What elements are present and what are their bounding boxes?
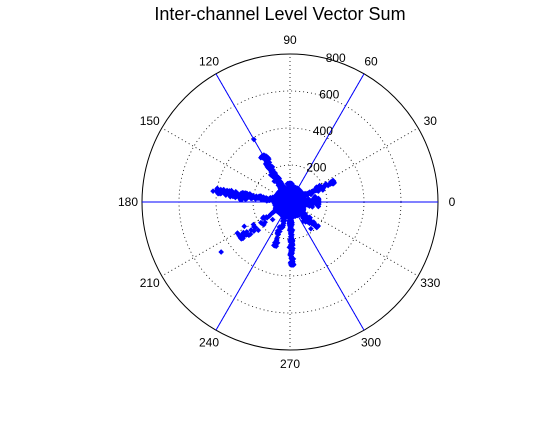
data-point xyxy=(306,216,313,223)
data-point xyxy=(288,253,295,260)
data-point xyxy=(234,230,241,236)
data-point xyxy=(253,193,260,200)
data-point xyxy=(306,203,313,209)
data-point xyxy=(281,216,288,223)
data-point xyxy=(288,228,295,235)
data-point xyxy=(308,189,314,196)
data-point xyxy=(277,178,284,185)
reference-line xyxy=(289,201,365,331)
chart-title: Inter-channel Level Vector Sum xyxy=(154,4,406,24)
data-point xyxy=(313,224,320,231)
data-point xyxy=(292,204,299,211)
angle-tick-label: 0 xyxy=(449,195,456,209)
angular-grid-spoke xyxy=(289,201,419,277)
labels-layer: 0 30 60 90 120 150 180 210 240 270 300 330 200 400 600… xyxy=(118,33,456,371)
data-point xyxy=(247,192,254,199)
data-point xyxy=(289,247,296,254)
data-point xyxy=(287,185,294,191)
data-point xyxy=(300,215,307,222)
data-point xyxy=(210,188,216,195)
radius-tick-label: 400 xyxy=(313,124,333,138)
data-point xyxy=(247,231,254,238)
angle-tick-label: 180 xyxy=(118,195,138,209)
data-point xyxy=(289,258,296,265)
reference-line xyxy=(289,73,365,203)
data-point xyxy=(214,186,221,193)
points-layer xyxy=(210,136,338,268)
data-point xyxy=(251,224,257,230)
data-point xyxy=(288,235,295,242)
data-point xyxy=(272,242,279,249)
data-point xyxy=(264,160,271,166)
data-point xyxy=(229,193,236,200)
data-point xyxy=(273,207,280,214)
data-point xyxy=(282,191,289,198)
data-point xyxy=(241,192,247,199)
data-point xyxy=(269,216,276,223)
data-point xyxy=(239,231,245,238)
data-point xyxy=(293,195,300,202)
radius-tick-label: 200 xyxy=(306,161,326,175)
data-point xyxy=(248,227,254,233)
angle-tick-label: 330 xyxy=(420,276,440,290)
data-point xyxy=(218,249,225,255)
data-point xyxy=(303,197,309,204)
data-point xyxy=(277,184,284,191)
radius-tick-label: 600 xyxy=(319,88,339,102)
angle-tick-label: 270 xyxy=(280,357,300,371)
data-point xyxy=(255,227,262,234)
data-point xyxy=(303,191,310,197)
data-point xyxy=(299,200,306,206)
data-point xyxy=(287,210,294,217)
data-point xyxy=(275,191,282,197)
data-point xyxy=(286,180,292,187)
data-point xyxy=(263,195,270,202)
data-point xyxy=(286,222,293,229)
angle-tick-label: 30 xyxy=(424,114,438,128)
data-point xyxy=(243,195,250,202)
angle-tick-label: 210 xyxy=(140,276,160,290)
data-point xyxy=(270,197,277,204)
data-point xyxy=(269,167,276,174)
data-point xyxy=(311,194,318,201)
data-point xyxy=(261,215,268,222)
data-point xyxy=(281,211,288,218)
reference-line xyxy=(215,201,291,331)
radius-tick-label: 800 xyxy=(326,51,346,65)
angle-tick-label: 90 xyxy=(283,33,297,47)
data-point xyxy=(271,171,278,178)
angular-grid-spoke xyxy=(161,127,291,203)
data-point xyxy=(309,199,316,206)
data-point xyxy=(222,192,229,198)
data-point xyxy=(308,225,314,232)
angle-tick-label: 150 xyxy=(140,114,160,128)
data-point xyxy=(288,215,294,222)
data-point xyxy=(241,223,248,230)
angle-tick-label: 120 xyxy=(199,55,219,69)
data-point xyxy=(260,221,267,228)
data-point xyxy=(224,187,230,194)
data-point xyxy=(278,198,285,205)
data-point xyxy=(243,228,250,235)
data-point xyxy=(288,242,295,248)
data-point xyxy=(297,193,304,200)
data-point xyxy=(260,155,267,161)
angle-tick-label: 60 xyxy=(364,55,378,69)
angle-tick-label: 240 xyxy=(199,335,219,349)
data-point xyxy=(251,136,257,143)
data-point xyxy=(327,179,334,186)
data-point xyxy=(264,163,271,170)
data-point xyxy=(317,183,324,190)
data-point xyxy=(278,224,285,231)
data-point xyxy=(311,220,317,227)
angle-tick-label: 300 xyxy=(361,335,381,349)
data-point xyxy=(280,204,287,211)
